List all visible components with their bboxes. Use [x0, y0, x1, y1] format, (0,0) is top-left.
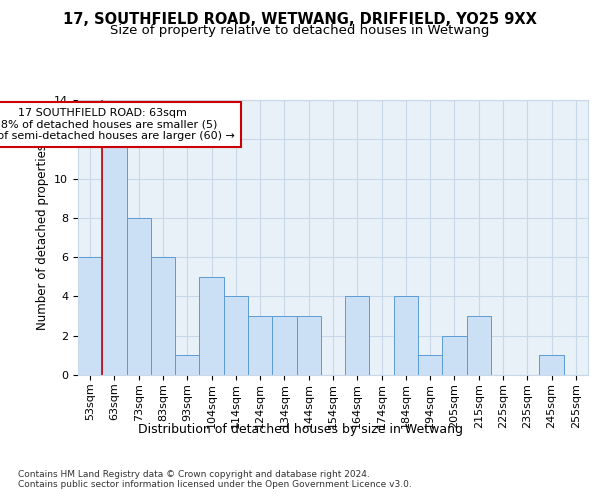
- Text: Size of property relative to detached houses in Wetwang: Size of property relative to detached ho…: [110, 24, 490, 37]
- Bar: [345, 296, 370, 375]
- Bar: [78, 257, 102, 375]
- Bar: [418, 356, 442, 375]
- Text: 17 SOUTHFIELD ROAD: 63sqm
← 8% of detached houses are smaller (5)
92% of semi-de: 17 SOUTHFIELD ROAD: 63sqm ← 8% of detach…: [0, 108, 235, 141]
- Text: Distribution of detached houses by size in Wetwang: Distribution of detached houses by size …: [137, 422, 463, 436]
- Text: Contains HM Land Registry data © Crown copyright and database right 2024.
Contai: Contains HM Land Registry data © Crown c…: [18, 470, 412, 490]
- Bar: [539, 356, 564, 375]
- Bar: [127, 218, 151, 375]
- Text: 17, SOUTHFIELD ROAD, WETWANG, DRIFFIELD, YO25 9XX: 17, SOUTHFIELD ROAD, WETWANG, DRIFFIELD,…: [63, 12, 537, 28]
- Bar: [102, 140, 127, 375]
- Bar: [199, 277, 224, 375]
- Bar: [442, 336, 467, 375]
- Bar: [394, 296, 418, 375]
- Y-axis label: Number of detached properties: Number of detached properties: [35, 144, 49, 330]
- Bar: [224, 296, 248, 375]
- Bar: [175, 356, 199, 375]
- Bar: [272, 316, 296, 375]
- Bar: [467, 316, 491, 375]
- Bar: [248, 316, 272, 375]
- Bar: [151, 257, 175, 375]
- Bar: [296, 316, 321, 375]
